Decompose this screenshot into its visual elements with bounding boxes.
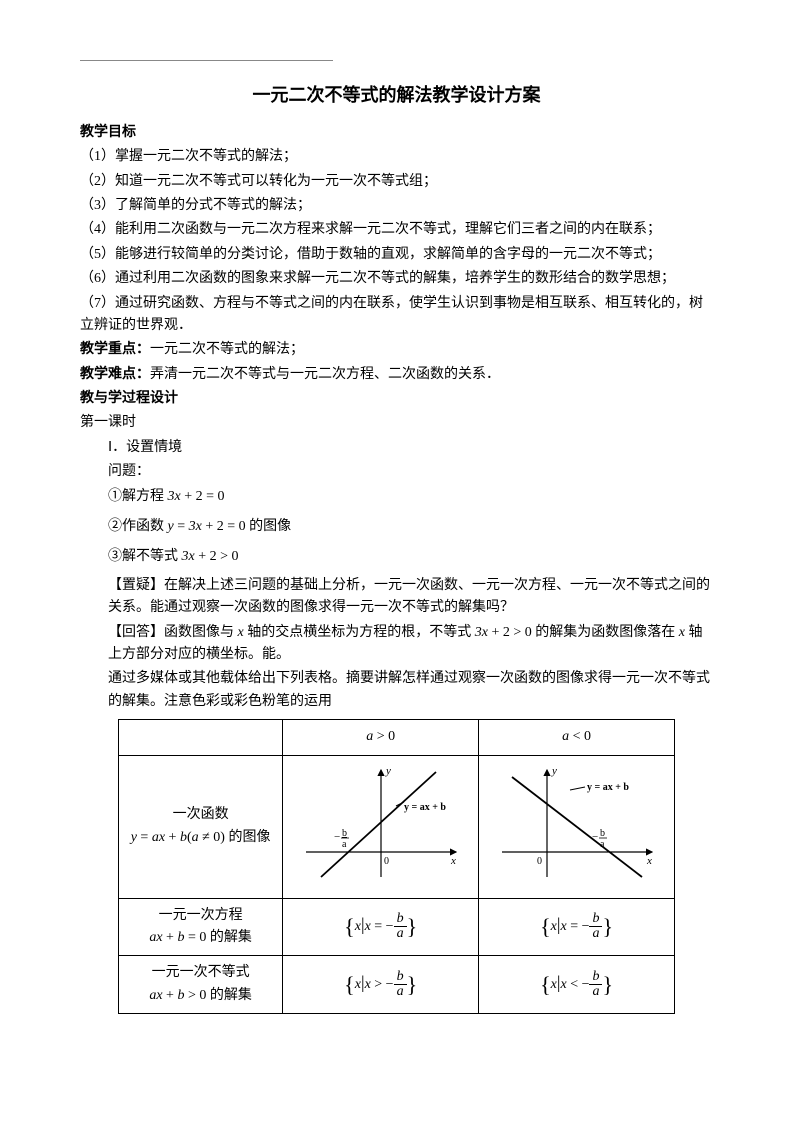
lesson-label: 第一课时 <box>80 412 713 434</box>
q3-equation: 3x + 2 > 0 <box>182 549 239 564</box>
goal-item: （6）通过利用二次函数的图象来求解一元二次不等式的解集，培养学生的数形结合的数学… <box>80 268 713 290</box>
q2-equation: y = 3x + 2 = 0 <box>168 519 246 534</box>
comparison-table: a > 0 a < 0 一次函数 y = ax + b(a ≠ 0) 的图像 x… <box>118 719 675 1014</box>
svg-text:x: x <box>646 855 652 867</box>
svg-text:a: a <box>600 839 605 850</box>
svg-text:a: a <box>342 839 347 850</box>
question-label: 问题： <box>108 461 713 483</box>
process-heading: 教与学过程设计 <box>80 388 713 410</box>
section-1: Ⅰ．设置情境 <box>108 437 713 459</box>
question-3: ③解不等式 3x + 2 > 0 <box>108 546 713 568</box>
table-corner <box>118 720 282 755</box>
goals-heading-text: 教学目标 <box>80 125 136 140</box>
ans-eq: 3x + 2 > 0 <box>475 625 532 640</box>
q2-suffix: 的图像 <box>246 519 292 534</box>
ans-pre: 【回答】函数图像与 <box>108 625 238 640</box>
table-row: 一元一次方程 ax + b = 0 的解集 {x|x = −ba} {x|x =… <box>118 898 674 956</box>
row2-suffix: 的解集 <box>206 930 252 945</box>
goal-item: （5）能够进行较简单的分类讨论，借助于数轴的直观，求解简单的含字母的一元二次不等… <box>80 244 713 266</box>
svg-text:0: 0 <box>384 856 389 867</box>
question-2: ②作函数 y = 3x + 2 = 0 的图像 <box>108 516 713 538</box>
row1-suffix: 的图像 <box>225 830 271 845</box>
row1-label: 一次函数 y = ax + b(a ≠ 0) 的图像 <box>118 755 282 898</box>
goal-item: （7）通过研究函数、方程与不等式之间的内在联系，使学生认识到事物是相互联系、相互… <box>80 293 713 338</box>
row3-label-line2: ax + b > 0 的解集 <box>127 985 274 1007</box>
key-point: 教学重点：一元二次不等式的解法； <box>80 339 713 361</box>
svg-text:0: 0 <box>537 856 542 867</box>
graph-positive: x y 0 y = ax + b − b a <box>283 755 479 898</box>
svg-text:b: b <box>342 828 347 839</box>
difficulty: 教学难点：弄清一元二次不等式与一元二次方程、二次函数的关系． <box>80 364 713 386</box>
key-label: 教学重点： <box>80 342 150 357</box>
goal-item: （1）掌握一元二次不等式的解法； <box>80 146 713 168</box>
diff-label: 教学难点： <box>80 367 150 382</box>
q1-equation: 3x + 2 = 0 <box>168 489 225 504</box>
diff-text: 弄清一元二次不等式与一元二次方程、二次函数的关系． <box>150 367 500 382</box>
q2-prefix: ②作函数 <box>108 519 168 534</box>
q1-prefix: ①解方程 <box>108 489 168 504</box>
table-row: 一次函数 y = ax + b(a ≠ 0) 的图像 x y 0 y = ax … <box>118 755 674 898</box>
graph-negative-svg: x y 0 y = ax + b − b a <box>492 762 662 882</box>
cell-gt-pos: {x|x > −ba} <box>283 956 479 1014</box>
row1-label-line1: 一次函数 <box>127 804 274 826</box>
table-header-row: a > 0 a < 0 <box>118 720 674 755</box>
row2-label-line2: ax + b = 0 的解集 <box>127 927 274 949</box>
goals-heading: 教学目标 <box>80 122 713 144</box>
doubt-paragraph: 【置疑】在解决上述三问题的基础上分析，一元一次函数、一元一次方程、一元一次不等式… <box>108 575 713 620</box>
svg-text:y: y <box>385 765 391 777</box>
goal-item: （3）了解简单的分式不等式的解法； <box>80 195 713 217</box>
row2-label-line1: 一元一次方程 <box>127 905 274 927</box>
ans-mid: 轴的交点横坐标为方程的根，不等式 <box>244 625 475 640</box>
key-text: 一元二次不等式的解法； <box>150 342 304 357</box>
goal-item: （2）知道一元二次不等式可以转化为一元一次不等式组； <box>80 171 713 193</box>
svg-text:y = ax + b: y = ax + b <box>404 802 446 813</box>
svg-text:−: − <box>334 831 340 843</box>
goal-item: （4）能利用二次函数与一元二次方程来求解一元二次不等式，理解它们三者之间的内在联… <box>80 219 713 241</box>
svg-text:y: y <box>551 765 557 777</box>
row2-label: 一元一次方程 ax + b = 0 的解集 <box>118 898 282 956</box>
graph-positive-svg: x y 0 y = ax + b − b a <box>296 762 466 882</box>
table-row: 一元一次不等式 ax + b > 0 的解集 {x|x > −ba} {x|x … <box>118 956 674 1014</box>
svg-text:−: − <box>592 831 598 843</box>
svg-text:y = ax + b: y = ax + b <box>587 782 629 793</box>
row3-label: 一元一次不等式 ax + b > 0 的解集 <box>118 956 282 1014</box>
header-rule <box>80 60 333 61</box>
row3-label-line1: 一元一次不等式 <box>127 962 274 984</box>
document-title: 一元二次不等式的解法教学设计方案 <box>80 81 713 110</box>
cell-eq-pos: {x|x = −ba} <box>283 898 479 956</box>
graph-negative: x y 0 y = ax + b − b a <box>479 755 675 898</box>
col-a-positive: a > 0 <box>283 720 479 755</box>
ans-post: 的解集为函数图像落在 <box>532 625 679 640</box>
q3-prefix: ③解不等式 <box>108 549 182 564</box>
svg-text:x: x <box>450 855 456 867</box>
row3-suffix: 的解集 <box>206 988 252 1003</box>
cell-lt-neg: {x|x < −ba} <box>479 956 675 1014</box>
question-1: ①解方程 3x + 2 = 0 <box>108 486 713 508</box>
process-heading-text: 教与学过程设计 <box>80 391 178 406</box>
cell-eq-neg: {x|x = −ba} <box>479 898 675 956</box>
media-paragraph: 通过多媒体或其他载体给出下列表格。摘要讲解怎样通过观察一次函数的图像求得一元一次… <box>108 668 713 713</box>
answer-paragraph: 【回答】函数图像与 x 轴的交点横坐标为方程的根，不等式 3x + 2 > 0 … <box>108 622 713 667</box>
row1-label-line2: y = ax + b(a ≠ 0) 的图像 <box>127 827 274 849</box>
svg-text:b: b <box>600 828 605 839</box>
col-a-negative: a < 0 <box>479 720 675 755</box>
